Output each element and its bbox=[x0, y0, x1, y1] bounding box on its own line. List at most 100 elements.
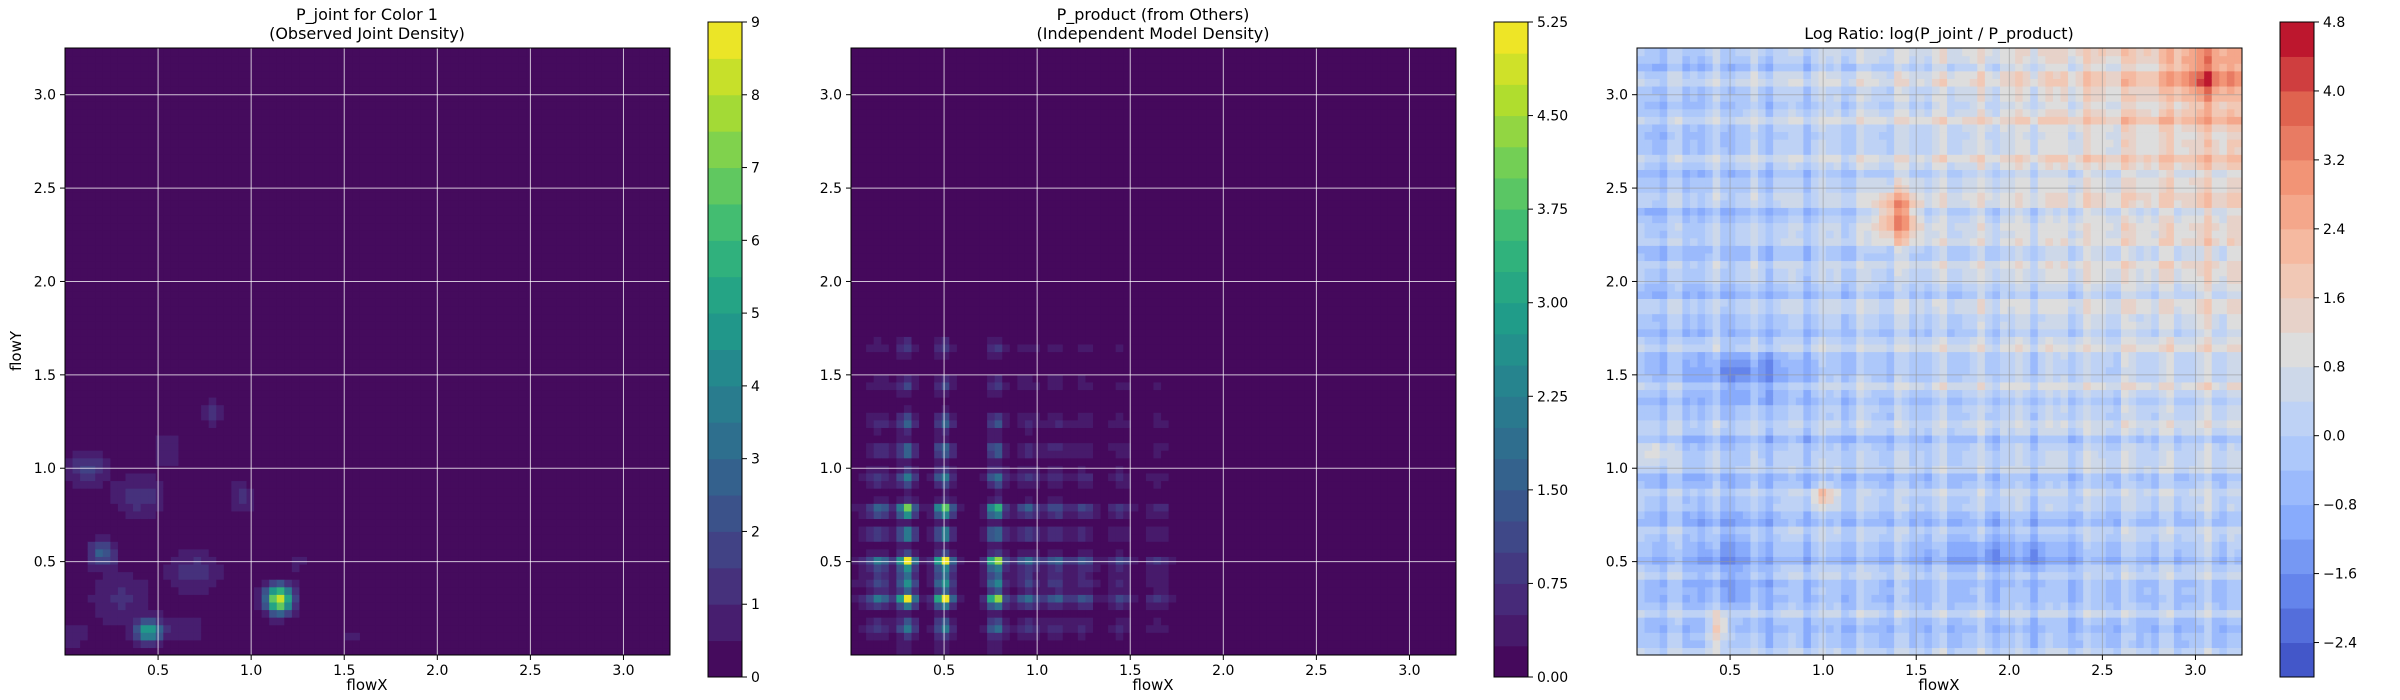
heatmap-cell bbox=[375, 313, 384, 322]
heatmap-cell bbox=[420, 639, 429, 649]
heatmap-cell bbox=[503, 48, 512, 57]
heatmap-cell bbox=[216, 617, 225, 626]
heatmap-cell bbox=[216, 503, 225, 512]
heatmap-cell bbox=[254, 495, 263, 504]
heatmap-cell bbox=[269, 639, 278, 649]
heatmap-cell bbox=[133, 161, 142, 170]
heatmap-cell bbox=[117, 146, 127, 155]
heatmap-cell bbox=[428, 321, 437, 330]
heatmap-cell bbox=[125, 260, 134, 269]
heatmap-cell bbox=[72, 374, 81, 383]
heatmap-cell bbox=[223, 328, 232, 337]
heatmap-cell bbox=[420, 465, 429, 474]
heatmap-cell bbox=[352, 108, 361, 117]
heatmap-cell bbox=[344, 161, 353, 170]
heatmap-cell bbox=[412, 230, 422, 239]
heatmap-cell bbox=[367, 359, 376, 368]
heatmap-cell bbox=[359, 131, 369, 140]
heatmap-cell bbox=[322, 328, 331, 337]
heatmap-cell bbox=[186, 397, 195, 406]
heatmap-cell bbox=[133, 563, 142, 573]
heatmap-cell bbox=[170, 101, 180, 110]
heatmap-cell bbox=[443, 321, 452, 330]
heatmap-cell bbox=[496, 192, 505, 201]
heatmap-cell bbox=[420, 336, 429, 345]
heatmap-cell bbox=[412, 639, 422, 649]
heatmap-cell bbox=[72, 131, 81, 140]
heatmap-cell bbox=[201, 199, 210, 208]
heatmap-cell bbox=[238, 419, 248, 428]
heatmap-cell bbox=[110, 556, 119, 565]
heatmap-cell bbox=[450, 579, 459, 588]
heatmap-cell bbox=[261, 594, 270, 603]
heatmap-cell bbox=[390, 290, 399, 299]
heatmap-cell bbox=[420, 252, 429, 262]
heatmap-cell bbox=[307, 176, 316, 186]
heatmap-cell bbox=[140, 624, 149, 633]
heatmap-cell bbox=[223, 639, 232, 649]
heatmap-cell bbox=[465, 563, 474, 573]
heatmap-cell bbox=[102, 442, 111, 451]
heatmap-cell bbox=[533, 571, 543, 580]
heatmap-cell bbox=[254, 207, 263, 216]
heatmap-cell bbox=[231, 412, 240, 421]
heatmap-cell bbox=[254, 586, 263, 595]
heatmap-cell bbox=[87, 85, 96, 95]
heatmap-cell bbox=[412, 434, 422, 444]
heatmap-cell bbox=[473, 503, 482, 512]
heatmap-cell bbox=[291, 359, 301, 368]
heatmap-cell bbox=[87, 290, 96, 299]
heatmap-cell bbox=[443, 78, 452, 87]
heatmap-cell bbox=[223, 548, 232, 557]
heatmap-cell bbox=[284, 131, 293, 140]
heatmap-cell bbox=[133, 381, 142, 391]
heatmap-cell bbox=[382, 563, 391, 573]
heatmap-cell bbox=[450, 55, 459, 64]
heatmap-cell bbox=[352, 389, 361, 398]
heatmap-cell bbox=[480, 548, 490, 557]
heatmap-cell bbox=[329, 108, 338, 117]
heatmap-cell bbox=[352, 624, 361, 633]
heatmap-cell bbox=[405, 427, 414, 436]
heatmap-cell bbox=[307, 480, 316, 489]
heatmap-cell bbox=[405, 131, 414, 140]
heatmap-cell bbox=[503, 199, 512, 208]
heatmap-cell bbox=[443, 427, 452, 436]
heatmap-cell bbox=[186, 70, 195, 79]
heatmap-cell bbox=[307, 427, 316, 436]
heatmap-cell bbox=[223, 139, 232, 148]
heatmap-cell bbox=[201, 268, 210, 277]
heatmap-cell bbox=[458, 510, 467, 520]
heatmap-cell bbox=[299, 541, 308, 550]
heatmap-cell bbox=[344, 78, 353, 87]
heatmap-cell bbox=[382, 275, 391, 284]
heatmap-cell bbox=[186, 442, 195, 451]
heatmap-cell bbox=[435, 192, 444, 201]
heatmap-cell bbox=[435, 131, 444, 140]
heatmap-cell bbox=[367, 139, 376, 148]
heatmap-cell bbox=[511, 93, 520, 102]
heatmap-cell bbox=[322, 343, 331, 353]
heatmap-cell bbox=[72, 290, 81, 299]
heatmap-cell bbox=[246, 161, 255, 170]
heatmap-cell bbox=[133, 488, 142, 497]
heatmap-cell bbox=[299, 427, 308, 436]
heatmap-cell bbox=[186, 374, 195, 383]
heatmap-cell bbox=[170, 55, 180, 64]
heatmap-cell bbox=[344, 154, 353, 163]
heatmap-cell bbox=[367, 503, 376, 512]
heatmap-cell bbox=[125, 101, 134, 110]
heatmap-cell bbox=[299, 495, 308, 504]
heatmap-cell bbox=[201, 108, 210, 117]
heatmap-cell bbox=[261, 275, 270, 284]
heatmap-cell bbox=[95, 252, 104, 262]
heatmap-cell bbox=[254, 161, 263, 170]
heatmap-cell bbox=[140, 366, 149, 375]
heatmap-cell bbox=[412, 450, 422, 459]
heatmap-cell bbox=[299, 381, 308, 391]
heatmap-cell bbox=[397, 252, 406, 262]
heatmap-cell bbox=[110, 305, 119, 315]
heatmap-cell bbox=[420, 359, 429, 368]
heatmap-cell bbox=[125, 298, 134, 307]
heatmap-cell bbox=[450, 450, 459, 459]
